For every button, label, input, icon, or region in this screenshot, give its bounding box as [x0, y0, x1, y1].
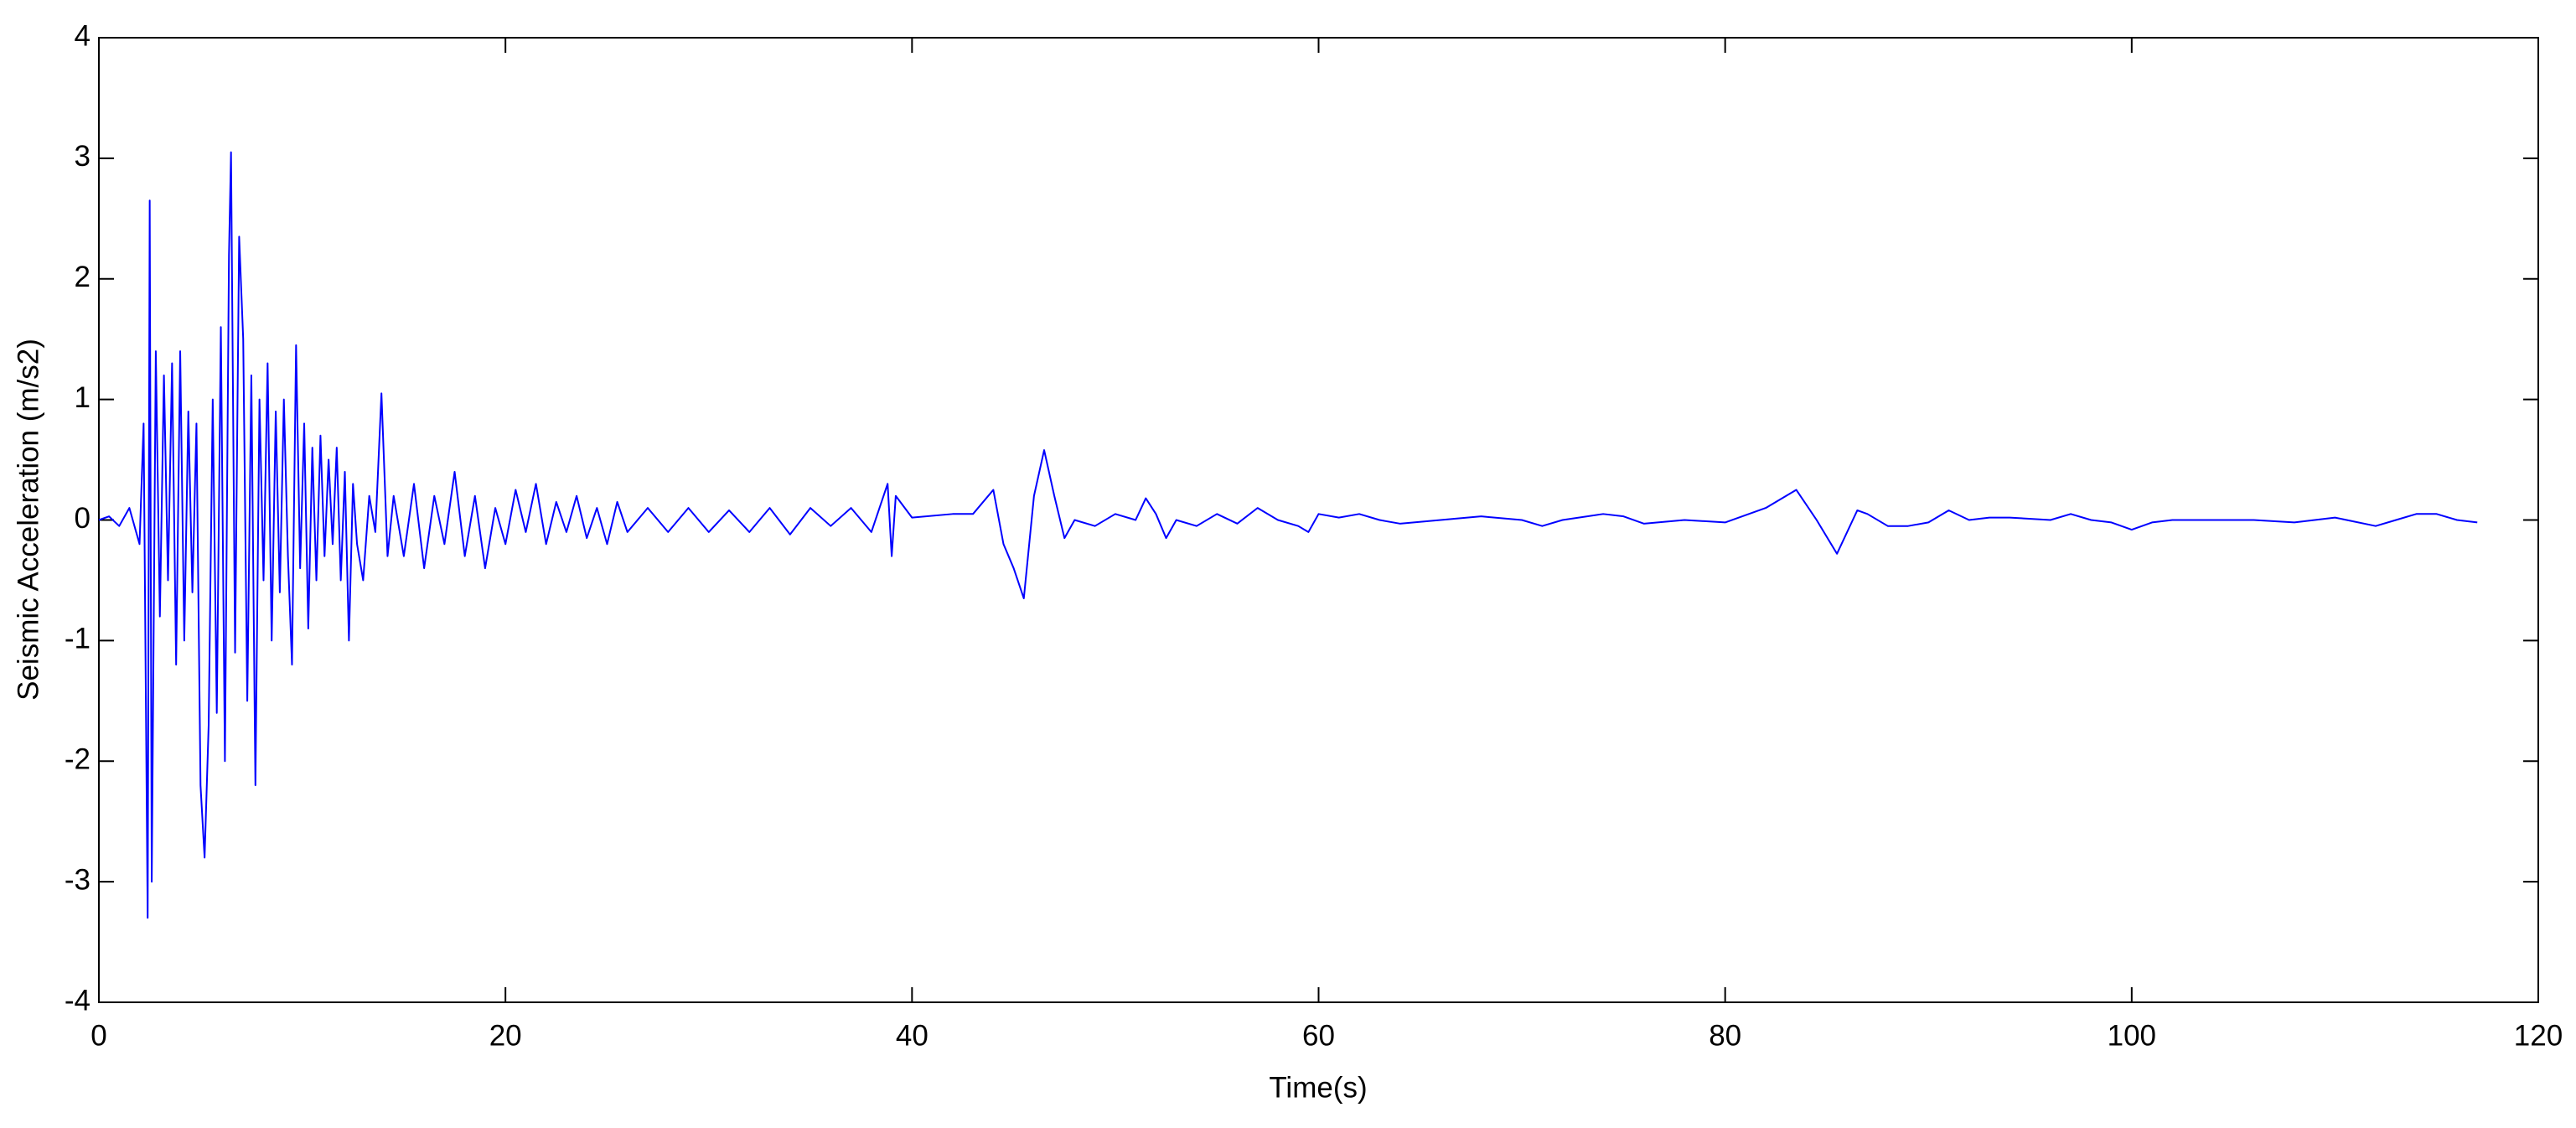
data-line [98, 151, 2478, 919]
y-tick-label: 2 [75, 261, 91, 293]
y-tick-label: -4 [65, 984, 91, 1017]
y-tick-label: -1 [65, 623, 91, 655]
plot-area [98, 37, 2539, 1003]
x-tick-label: 60 [1302, 1019, 1335, 1052]
x-tick-label: 20 [489, 1019, 522, 1052]
y-axis-label: Seismic Acceleration (m/s2) [12, 339, 44, 701]
x-tick-label: 120 [2514, 1019, 2563, 1052]
y-tick-label: 0 [75, 502, 91, 535]
x-axis-label: Time(s) [1269, 1071, 1367, 1104]
y-tick-label: 4 [75, 19, 91, 52]
y-tick-label: 1 [75, 381, 91, 414]
x-tick-label: 0 [91, 1019, 106, 1052]
y-tick-label: -3 [65, 863, 91, 896]
y-tick-label: -2 [65, 743, 91, 776]
x-tick-label: 80 [1709, 1019, 1741, 1052]
y-tick-label: 3 [75, 140, 91, 173]
x-tick-label: 40 [896, 1019, 928, 1052]
x-tick-label: 100 [2108, 1019, 2156, 1052]
